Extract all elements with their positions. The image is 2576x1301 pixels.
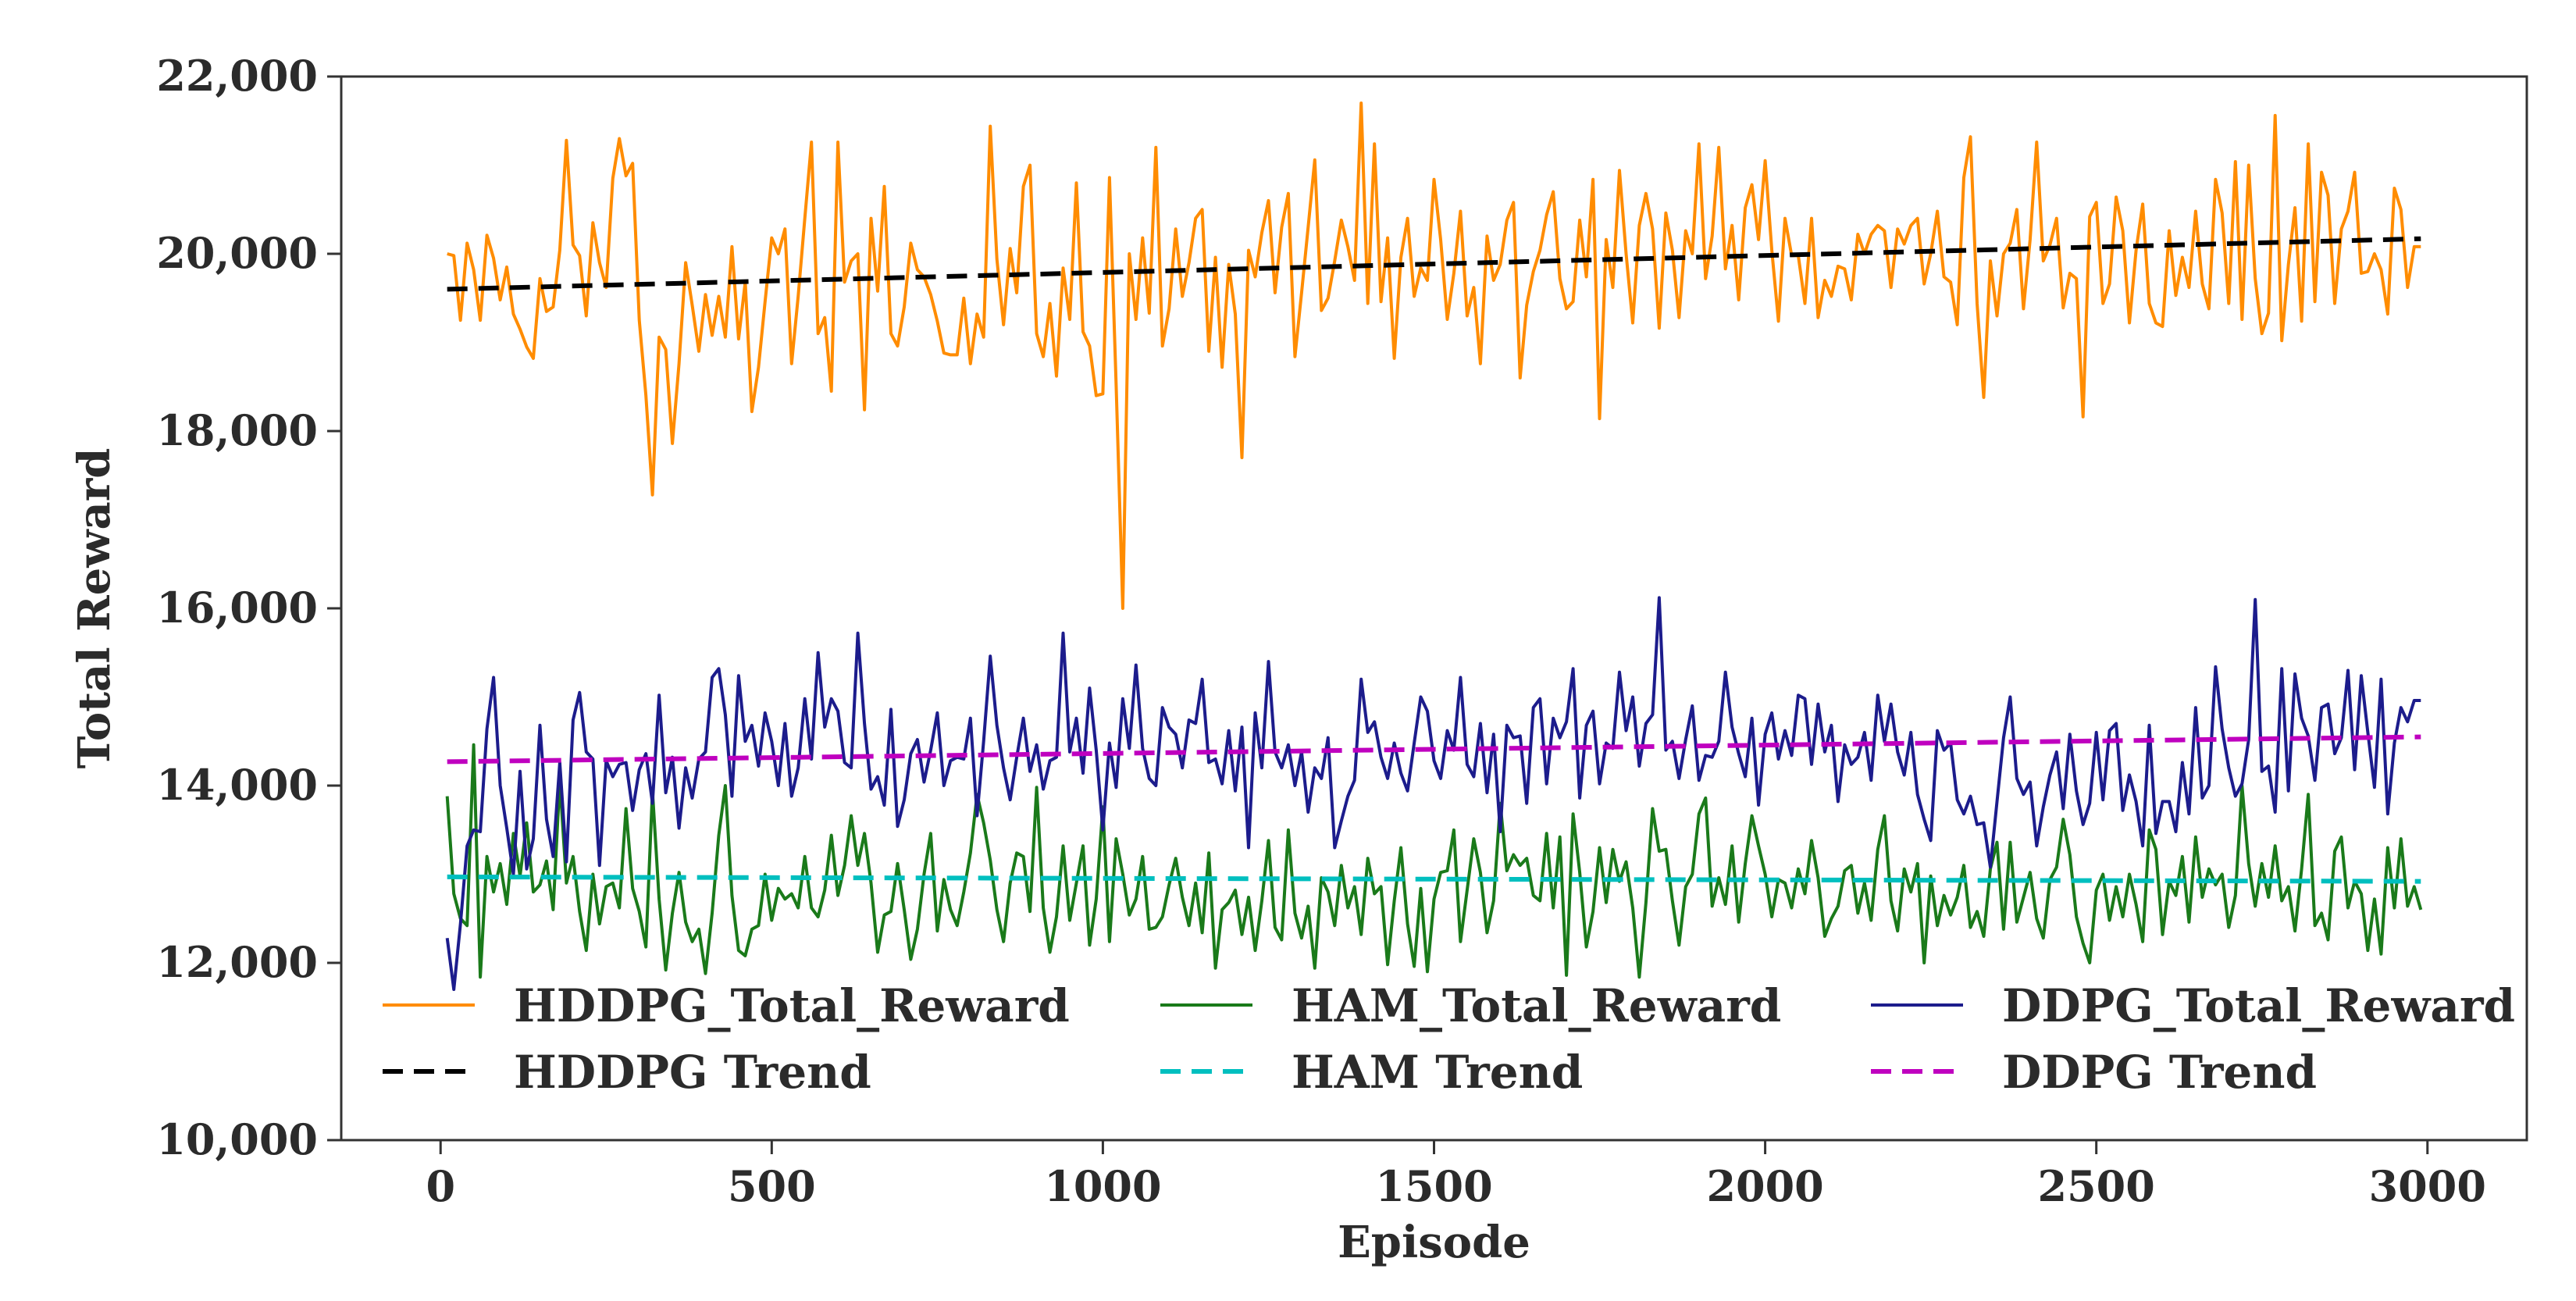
series-line-hddpg-trend [447, 236, 2421, 292]
y-tick-label: 10,000 [156, 1114, 318, 1164]
y-tick-label: 22,000 [156, 51, 318, 101]
x-tick-label: 3000 [2369, 1161, 2486, 1211]
series-line-ddpg-trend [447, 734, 2421, 765]
y-tick-label: 20,000 [156, 228, 318, 278]
x-tick-label: 1000 [1044, 1161, 1161, 1211]
x-tick-label: 500 [728, 1161, 816, 1211]
y-tick-label: 12,000 [156, 937, 318, 987]
legend-label-ddpg-total-reward: DDPG_Total_Reward [2002, 979, 2515, 1032]
x-tick-label: 2500 [2038, 1161, 2155, 1211]
x-tick-label: 1500 [1375, 1161, 1492, 1211]
x-axis: 0 500 1000 1500 2000 2500 3000 [426, 1140, 2486, 1211]
y-tick-label: 14,000 [156, 760, 318, 810]
y-tick-label: 18,000 [156, 405, 318, 455]
legend-label-ham-trend: HAM Trend [1292, 1046, 1583, 1099]
series-line-ham-total-reward [445, 743, 2423, 979]
x-tick-label: 2000 [1706, 1161, 1823, 1211]
y-tick-label: 16,000 [156, 583, 318, 633]
legend-label-hddpg-trend: HDDPG Trend [514, 1046, 871, 1099]
y-axis-title: Total Reward [69, 448, 120, 769]
series-line-ham-trend [447, 874, 2421, 884]
legend-label-ddpg-trend: DDPG Trend [2002, 1046, 2317, 1099]
y-axis: 10,000 12,000 14,000 16,000 18,000 20,000 22,0… [156, 51, 341, 1164]
legend-label-ham-total-reward: HAM_Total_Reward [1292, 979, 1781, 1032]
series-layer [445, 102, 2423, 991]
series-line-ddpg-total-reward [445, 596, 2421, 991]
legend: HDDPG_Total_Reward HAM_Total_Reward DDPG_T… [383, 979, 2515, 1099]
legend-label-hddpg-total-reward: HDDPG_Total_Reward [514, 979, 1070, 1032]
x-axis-title: Episode [1338, 1217, 1530, 1268]
series-line-hddpg-total-reward [447, 102, 2421, 610]
x-tick-label: 0 [426, 1161, 455, 1211]
